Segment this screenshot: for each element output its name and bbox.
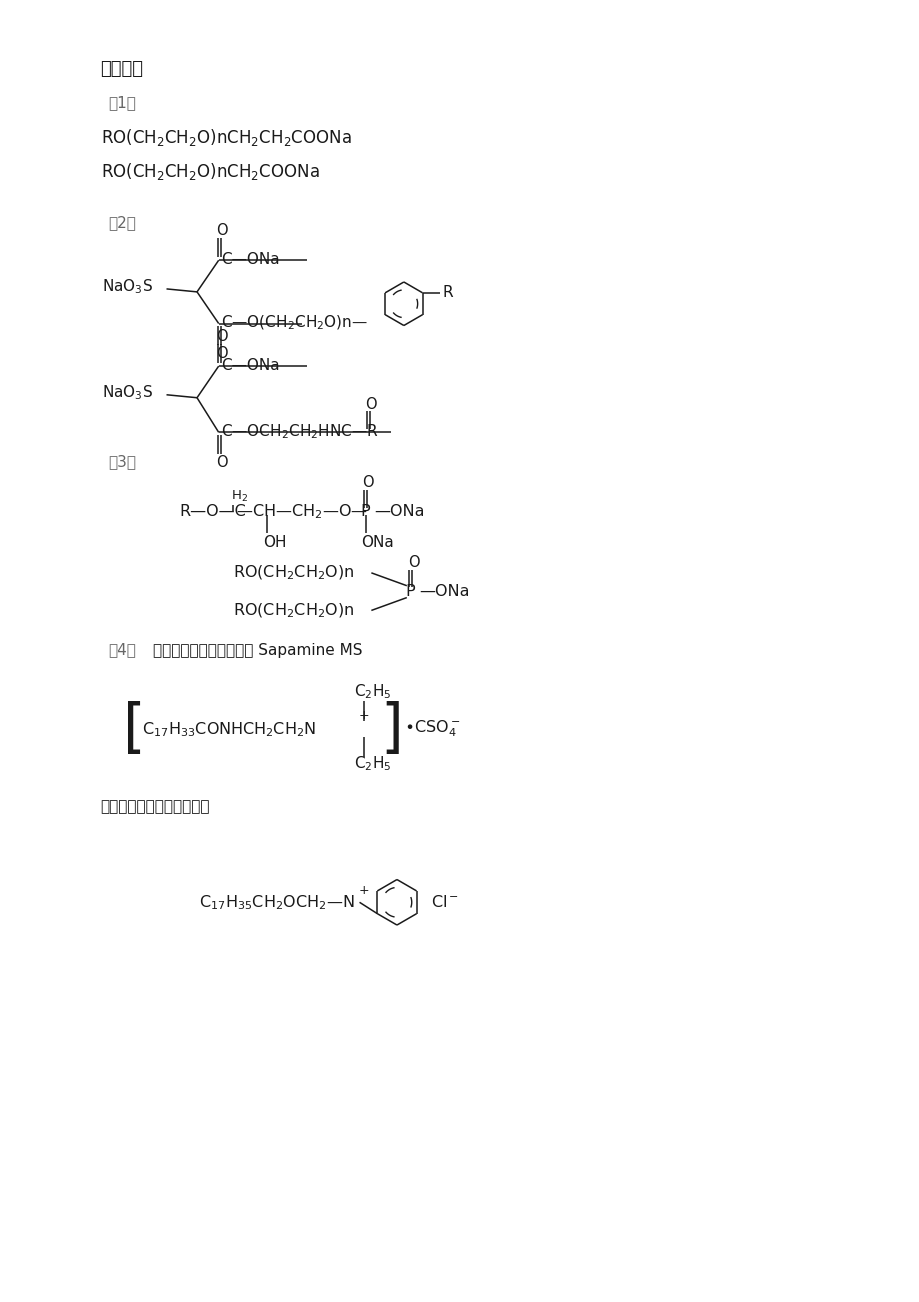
Text: C$_{17}$H$_{35}$CH$_2$OCH$_2$—N: C$_{17}$H$_{35}$CH$_2$OCH$_2$—N [199,893,355,911]
Text: C—OCH$_2$CH$_2$HNC—R: C—OCH$_2$CH$_2$HNC—R [221,422,379,440]
Text: NaO$_3$S: NaO$_3$S [102,383,153,402]
Text: （2）: （2） [108,215,136,230]
Text: $\bullet$CSO$_4^-$: $\bullet$CSO$_4^-$ [403,719,460,740]
Text: —CH—CH$_2$—O—: —CH—CH$_2$—O— [236,503,368,521]
Text: +: + [358,884,369,897]
Text: P: P [360,504,369,519]
Text: C$_2$H$_5$: C$_2$H$_5$ [353,754,391,773]
Text: 由硬脂酸为主要原料，制备: 由硬脂酸为主要原料，制备 [100,799,210,814]
Text: O: O [362,475,374,491]
Text: （4）: （4） [108,642,136,658]
Text: O: O [407,556,419,570]
Text: Cl$^-$: Cl$^-$ [431,894,459,910]
Text: NaO$_3$S: NaO$_3$S [102,277,153,297]
Text: O: O [216,223,227,238]
Text: R: R [442,285,452,301]
Text: C$_2$H$_5$: C$_2$H$_5$ [353,682,391,700]
Text: —ONa: —ONa [419,585,470,599]
Text: RO(CH$_2$CH$_2$O)nCH$_2$CH$_2$COONa: RO(CH$_2$CH$_2$O)nCH$_2$CH$_2$COONa [100,128,351,148]
Text: C—O(CH$_2$CH$_2$O)n—: C—O(CH$_2$CH$_2$O)n— [221,314,368,332]
Text: 第二题：: 第二题： [100,60,143,78]
Text: H$_2$: H$_2$ [231,490,247,504]
Text: O: O [365,397,377,413]
Text: ONa: ONa [361,535,394,549]
Text: C$_{17}$H$_{33}$CONHCH$_2$CH$_2$N: C$_{17}$H$_{33}$CONHCH$_2$CH$_2$N [142,720,316,738]
Text: O: O [216,329,227,344]
Text: RO(CH$_2$CH$_2$O)nCH$_2$COONa: RO(CH$_2$CH$_2$O)nCH$_2$COONa [100,160,319,182]
Text: （3）: （3） [108,454,136,470]
Text: ]: ] [380,700,403,758]
Text: RO(CH$_2$CH$_2$O)n: RO(CH$_2$CH$_2$O)n [233,564,355,582]
Text: C—ONa: C—ONa [221,251,279,267]
Text: 由油酸为主要原料，制备 Sapamine MS: 由油酸为主要原料，制备 Sapamine MS [153,642,362,658]
Text: O: O [216,346,227,361]
Text: R—O—C: R—O—C [179,504,245,519]
Text: OH: OH [263,535,286,549]
Text: [: [ [123,700,146,758]
Text: —ONa: —ONa [374,504,425,519]
Text: C—ONa: C—ONa [221,358,279,372]
Text: （1）: （1） [108,95,136,111]
Text: RO(CH$_2$CH$_2$O)n: RO(CH$_2$CH$_2$O)n [233,602,355,620]
Text: O: O [216,454,227,470]
Text: +: + [358,708,369,721]
Text: P: P [405,585,415,599]
